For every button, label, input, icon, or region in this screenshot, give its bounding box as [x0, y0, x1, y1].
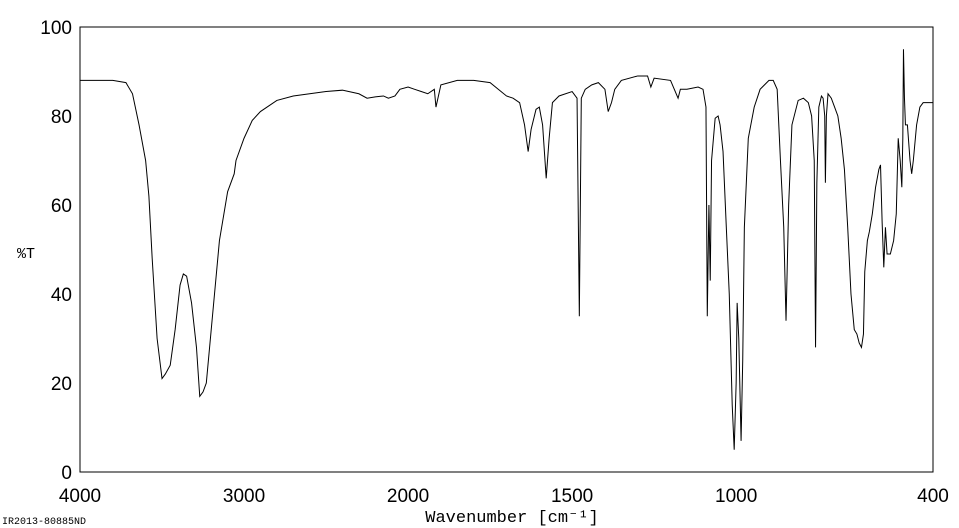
y-tick-label: 60	[51, 196, 72, 217]
x-tick-label: 400	[917, 486, 949, 507]
x-axis-label: Wavenumber [cm⁻¹]	[425, 509, 598, 528]
spectrum-line	[80, 49, 933, 450]
plot-frame	[79, 26, 934, 473]
y-tick-label: 0	[61, 463, 72, 484]
x-tick-label: 4000	[59, 486, 101, 507]
x-tick-label: 2000	[387, 486, 429, 507]
x-tick-label: 1000	[715, 486, 757, 507]
y-tick-label: 100	[40, 18, 72, 39]
y-tick-label: 40	[51, 285, 72, 306]
x-tick-label: 1500	[551, 486, 593, 507]
y-tick-label: 80	[51, 107, 72, 128]
y-tick-label: 20	[51, 374, 72, 395]
x-tick-label: 3000	[223, 486, 265, 507]
footnote: IR2013-80885ND	[2, 517, 86, 528]
y-axis-label: %T	[17, 246, 35, 263]
